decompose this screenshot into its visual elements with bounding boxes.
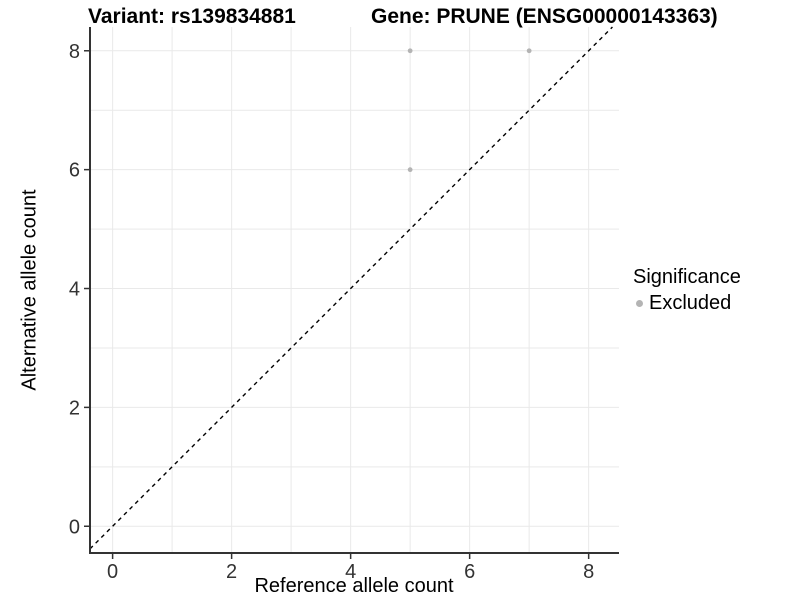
excluded-point-icon [636,300,643,307]
data-point [407,48,413,54]
y-tick-label: 4 [69,279,80,301]
plot-title-variant: Variant: rs139834881 [88,5,296,28]
x-tick-label: 0 [107,561,118,583]
identity-dashed-line [89,26,613,550]
y-tick-label: 2 [69,397,80,419]
x-tick-label: 8 [583,561,594,583]
legend: Significance Excluded [633,266,741,315]
data-point [526,48,532,54]
x-tick-label: 6 [464,561,475,583]
plot-title-gene: Gene: PRUNE (ENSG00000143363) [371,5,718,28]
x-axis-title: Reference allele count [254,575,454,597]
legend-item-excluded: Excluded [633,292,741,315]
x-tick-label: 2 [226,561,237,583]
y-tick-label: 8 [69,41,80,63]
data-point [407,167,413,173]
legend-item-label: Excluded [649,292,732,314]
x-tick-label: 4 [345,561,356,583]
legend-title: Significance [633,266,741,288]
y-axis-title: Alternative allele count [18,189,41,391]
y-tick-label: 0 [69,516,80,538]
y-tick-label: 6 [69,160,80,182]
